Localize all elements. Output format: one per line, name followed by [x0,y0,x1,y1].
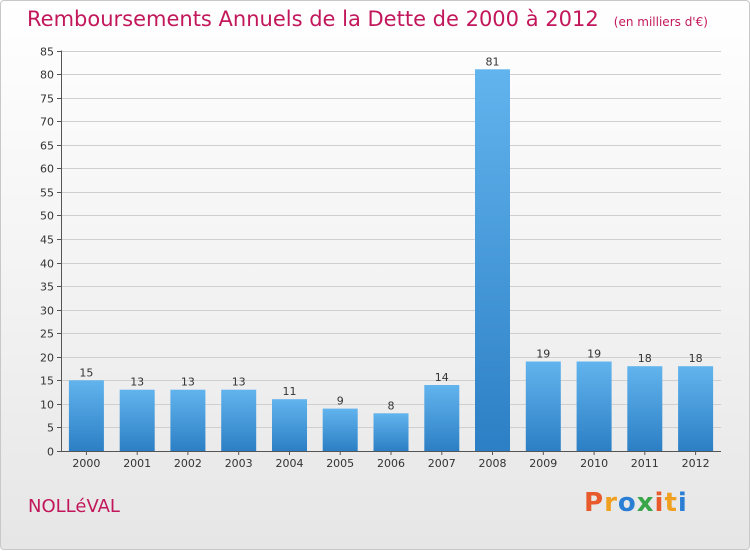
data-label: 9 [337,395,344,408]
y-tick-label: 55 [40,187,54,200]
title-row: Remboursements Annuels de la Dette de 20… [27,7,708,31]
y-tick-label: 20 [40,352,54,365]
data-label: 19 [536,348,550,361]
bar-2006[interactable] [373,413,409,451]
unit-note: (en milliers d'€) [613,15,708,29]
bar-2001[interactable] [119,389,155,451]
y-tick-label: 75 [40,93,54,106]
x-tick-label: 2009 [529,457,557,470]
y-tick-label: 40 [40,258,54,271]
y-tick-label: 0 [47,446,54,459]
bar-2002[interactable] [170,389,206,451]
y-tick-label: 15 [40,375,54,388]
x-tick-label: 2006 [377,457,405,470]
axes: 0 5 10 15 20 25 30 35 40 45 50 55 60 65 70 75 80 85 2000 20… [40,46,721,470]
y-tick-label: 25 [40,328,54,341]
chart-title: Remboursements Annuels de la Dette de 20… [27,7,599,31]
x-tick-label: 2005 [326,457,354,470]
x-tick-label: 2008 [479,457,507,470]
data-label: 8 [388,399,395,412]
bar-2000[interactable] [68,380,104,451]
y-tick-label: 60 [40,163,54,176]
data-label: 13 [181,376,195,389]
data-label: 18 [638,352,652,365]
bar-2004[interactable] [272,399,307,451]
x-tick-label: 2010 [580,457,608,470]
x-tick-label: 2004 [276,457,304,470]
x-tick-label: 2012 [682,457,710,470]
proxiti-logo[interactable]: Proxiti [584,488,688,518]
logo-letter: o [617,488,637,518]
x-tick-label: 2007 [428,457,456,470]
y-tick-label: 35 [40,281,54,294]
logo-letter: P [584,488,605,518]
y-tick-label: 5 [47,422,54,435]
x-tick-label: 2002 [174,457,202,470]
y-tick-label: 30 [40,305,54,318]
y-tick-label: 65 [40,140,54,153]
data-label: 13 [130,376,144,389]
x-tick-label: 2000 [72,457,100,470]
data-label: 18 [689,352,703,365]
y-tick-label: 85 [40,46,54,59]
logo-letter: r [604,488,618,518]
data-label: 15 [79,366,93,379]
x-tick-label: 2001 [123,457,151,470]
bar-2011[interactable] [627,366,663,451]
y-tick-label: 50 [40,210,54,223]
bar-2012[interactable] [678,366,714,451]
bars: 15 13 13 13 11 9 8 14 81 19 19 18 18 [68,55,714,452]
logo-letter: i [677,488,688,518]
data-label: 81 [486,55,500,68]
bar-2007[interactable] [424,385,460,451]
bar-2005[interactable] [322,408,358,451]
y-tick-label: 45 [40,234,54,247]
y-tick-label: 80 [40,69,54,82]
y-tick-label: 70 [40,116,54,129]
grid-lines [61,51,721,452]
data-label: 14 [435,371,449,384]
data-label: 19 [587,348,601,361]
bar-2009[interactable] [525,361,561,452]
logo-letter: i [654,488,665,518]
data-label: 13 [232,376,246,389]
x-tick-label: 2011 [631,457,659,470]
data-label: 11 [283,385,297,398]
logo-letter: t [664,488,678,518]
commune-name: NOLLéVAL [28,496,120,517]
bar-2010[interactable] [576,361,612,452]
x-tick-label: 2003 [225,457,253,470]
bar-2008[interactable] [475,69,510,452]
bar-2003[interactable] [221,389,257,451]
logo-letter: x [636,488,655,518]
y-tick-label: 10 [40,399,54,412]
